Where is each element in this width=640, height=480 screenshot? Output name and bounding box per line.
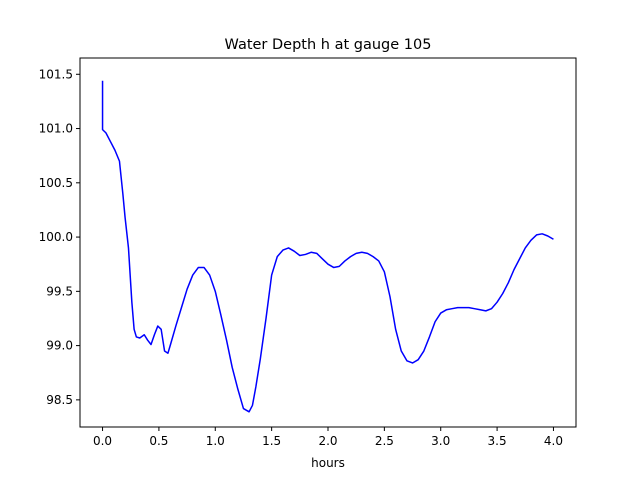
- y-axis: 98.5 99.0 99.5 100.0 100.5 101.0 101.5: [39, 67, 80, 407]
- x-tick-label: 2.5: [375, 434, 394, 448]
- x-tick-label: 1.0: [206, 434, 225, 448]
- series-line-0: [101, 80, 554, 413]
- x-tick-label: 2.0: [318, 434, 337, 448]
- x-tick-label: 1.5: [262, 434, 281, 448]
- series-layer: [101, 80, 554, 413]
- y-tick-label: 101.5: [39, 67, 73, 81]
- y-tick-label: 99.0: [46, 339, 73, 353]
- y-tick-label: 101.0: [39, 122, 73, 136]
- x-tick-label: 3.5: [488, 434, 507, 448]
- x-tick-label: 0.5: [149, 434, 168, 448]
- y-tick-label: 100.5: [39, 176, 73, 190]
- y-tick-label: 98.5: [46, 393, 73, 407]
- x-tick-label: 3.0: [431, 434, 450, 448]
- y-tick-label: 100.0: [39, 230, 73, 244]
- y-tick-label: 99.5: [46, 284, 73, 298]
- chart-title: Water Depth h at gauge 105: [225, 37, 432, 53]
- x-tick-label: 4.0: [544, 434, 563, 448]
- x-axis: 0.0 0.5 1.0 1.5 2.0 2.5 3.0 3.5 4.0: [93, 427, 563, 448]
- x-tick-label: 0.0: [93, 434, 112, 448]
- x-axis-label: hours: [311, 456, 345, 470]
